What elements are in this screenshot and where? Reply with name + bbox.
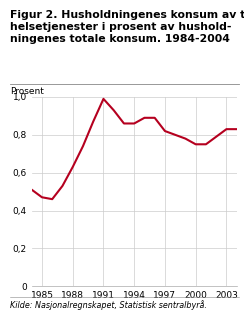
Text: Figur 2. Husholdningenes konsum av tann-
helsetjenester i prosent av hushold-
ni: Figur 2. Husholdningenes konsum av tann-…	[10, 10, 244, 44]
Text: Kilde: Nasjonalregnskapet, Statistisk sentralbyrå.: Kilde: Nasjonalregnskapet, Statistisk se…	[10, 301, 207, 310]
Text: Prosent: Prosent	[10, 87, 44, 96]
